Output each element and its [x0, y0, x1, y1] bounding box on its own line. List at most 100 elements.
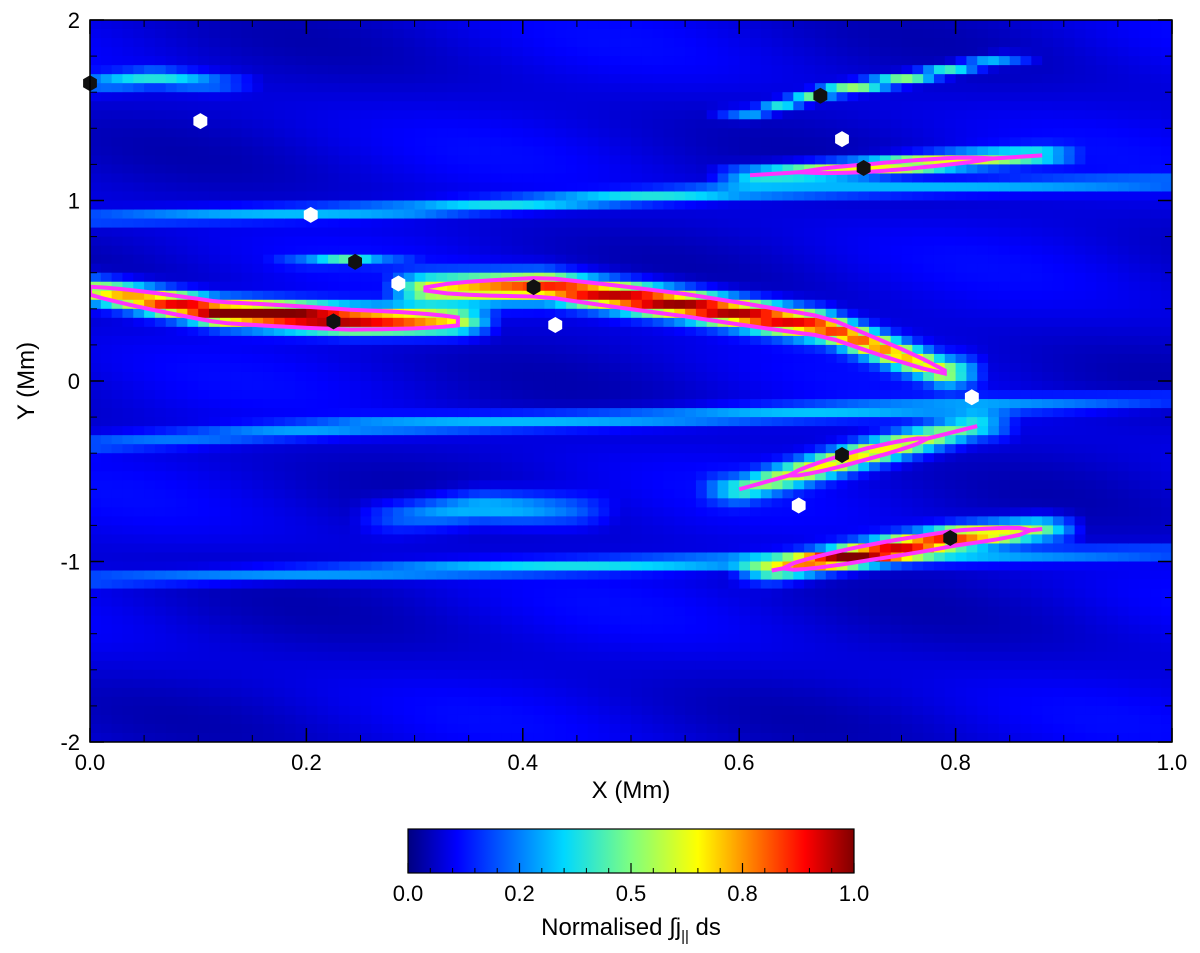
heatmap-cell	[490, 732, 502, 742]
heatmap-cell	[522, 245, 535, 256]
heatmap-cell	[706, 588, 719, 599]
heatmap-cell	[154, 516, 167, 526]
heatmap-cell	[338, 678, 351, 689]
heatmap-cell	[133, 128, 145, 138]
heatmap-cell	[328, 182, 340, 193]
heatmap-cell	[706, 281, 719, 292]
heatmap-cell	[403, 534, 416, 545]
heatmap-cell	[187, 218, 199, 229]
heatmap-cell	[198, 687, 210, 698]
heatmap-cell	[176, 353, 188, 364]
heatmap-cell	[598, 633, 610, 644]
heatmap-cell	[587, 444, 600, 454]
heatmap-cell	[436, 552, 448, 563]
heatmap-cell	[641, 110, 654, 120]
heatmap-cell	[252, 137, 264, 147]
heatmap-cell	[685, 299, 697, 310]
heatmap-cell	[663, 20, 675, 30]
heatmap-cell	[468, 371, 481, 382]
heatmap-cell	[544, 74, 556, 84]
heatmap-cell	[436, 480, 448, 490]
heatmap-cell	[728, 245, 740, 256]
heatmap-cell	[154, 56, 167, 66]
heatmap-cell	[706, 453, 719, 463]
heatmap-cell	[457, 38, 470, 48]
heatmap-cell	[533, 155, 546, 165]
heatmap-cell	[728, 714, 740, 725]
heatmap-cell	[111, 371, 124, 382]
heatmap-cell	[176, 308, 188, 319]
heatmap-cell	[566, 155, 578, 165]
heatmap-cell	[360, 362, 372, 373]
heatmap-cell	[349, 335, 362, 346]
heatmap-cell	[468, 642, 481, 653]
heatmap-cell	[468, 444, 481, 454]
heatmap-cell	[490, 453, 502, 463]
heatmap-cell	[587, 110, 600, 120]
heatmap-cell	[587, 236, 600, 247]
heatmap-cell	[198, 561, 210, 572]
heatmap-cell	[674, 281, 686, 292]
heatmap-cell	[165, 182, 178, 193]
heatmap-cell	[479, 344, 491, 355]
heatmap-cell	[706, 290, 719, 301]
heatmap-cell	[717, 173, 729, 184]
heatmap-cell	[652, 191, 665, 202]
heatmap-cell	[447, 696, 459, 707]
heatmap-cell	[436, 444, 448, 454]
heatmap-cell	[100, 732, 113, 742]
heatmap-cell	[122, 236, 134, 247]
heatmap-cell	[511, 471, 524, 481]
heatmap-cell	[414, 561, 427, 572]
heatmap-cell	[479, 155, 491, 165]
heatmap-cell	[706, 687, 719, 698]
heatmap-cell	[382, 381, 394, 391]
heatmap-cell	[252, 471, 264, 481]
heatmap-cell	[447, 480, 459, 490]
heatmap-cell	[685, 534, 697, 545]
heatmap-cell	[349, 408, 362, 418]
heatmap-cell	[750, 110, 762, 120]
heatmap-cell	[501, 173, 513, 184]
heatmap-cell	[522, 47, 535, 57]
heatmap-cell	[631, 74, 643, 84]
heatmap-cell	[695, 471, 708, 481]
heatmap-cell	[750, 101, 762, 111]
heatmap-cell	[717, 543, 729, 554]
heatmap-cell	[728, 362, 740, 373]
heatmap-cell	[154, 20, 167, 30]
heatmap-cell	[468, 507, 481, 517]
heatmap-cell	[501, 299, 513, 310]
heatmap-cell	[360, 20, 372, 30]
heatmap-cell	[187, 624, 199, 635]
heatmap-cell	[122, 552, 134, 563]
heatmap-cell	[641, 137, 654, 147]
heatmap-cell	[284, 353, 297, 364]
heatmap-cell	[555, 471, 567, 481]
heatmap-cell	[641, 227, 654, 238]
heatmap-cell	[522, 209, 535, 220]
heatmap-cell	[111, 290, 124, 301]
heatmap-cell	[685, 660, 697, 671]
heatmap-cell	[230, 146, 243, 156]
heatmap-cell	[230, 462, 243, 472]
heatmap-cell	[176, 218, 188, 229]
heatmap-cell	[133, 227, 145, 238]
heatmap-cell	[382, 299, 394, 310]
heatmap-cell	[739, 218, 751, 229]
heatmap-cell	[414, 20, 427, 30]
heatmap-cell	[587, 714, 600, 725]
heatmap-cell	[598, 272, 610, 283]
heatmap-cell	[209, 344, 221, 355]
heatmap-cell	[468, 597, 481, 608]
heatmap-cell	[533, 606, 546, 617]
heatmap-cell	[263, 462, 275, 472]
heatmap-cell	[284, 507, 297, 517]
heatmap-cell	[414, 381, 427, 391]
heatmap-cell	[209, 516, 221, 526]
heatmap-cell	[609, 155, 621, 165]
heatmap-cell	[111, 633, 124, 644]
heatmap-cell	[544, 92, 556, 102]
heatmap-cell	[436, 317, 448, 328]
heatmap-cell	[187, 290, 199, 301]
